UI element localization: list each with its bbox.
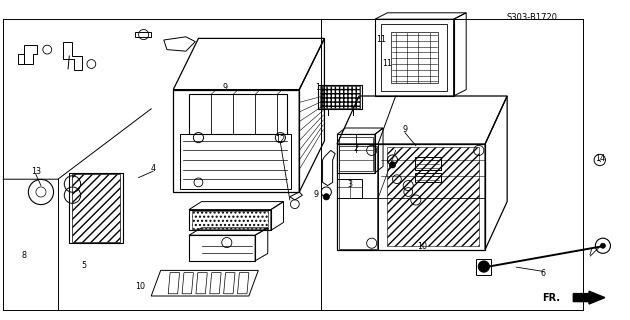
Text: 2: 2 xyxy=(353,144,358,153)
Text: 7: 7 xyxy=(588,248,593,257)
Text: 5: 5 xyxy=(81,261,86,270)
Text: FR.: FR. xyxy=(542,292,560,303)
Text: 11: 11 xyxy=(382,59,392,68)
Text: 13: 13 xyxy=(31,167,41,176)
Text: 11: 11 xyxy=(376,36,386,44)
Bar xyxy=(387,147,479,246)
Text: 9: 9 xyxy=(403,125,408,134)
Bar xyxy=(339,137,373,171)
Text: 10: 10 xyxy=(417,242,427,251)
Circle shape xyxy=(389,162,396,168)
Text: 3: 3 xyxy=(347,180,352,189)
Text: 4: 4 xyxy=(151,164,156,173)
Bar xyxy=(192,211,268,229)
FancyArrow shape xyxy=(573,291,605,304)
Circle shape xyxy=(323,194,329,200)
Text: 6: 6 xyxy=(541,269,546,278)
Circle shape xyxy=(478,261,490,272)
Text: S303-B1720: S303-B1720 xyxy=(507,13,558,22)
Text: 10: 10 xyxy=(135,282,145,291)
Bar xyxy=(72,174,120,242)
Bar xyxy=(320,86,360,108)
Text: 9: 9 xyxy=(314,190,319,199)
Bar xyxy=(69,173,123,243)
Text: 14: 14 xyxy=(595,154,605,163)
Text: 1: 1 xyxy=(316,84,321,92)
Text: 12: 12 xyxy=(275,135,285,144)
Text: 8: 8 xyxy=(21,252,26,260)
Circle shape xyxy=(600,243,605,248)
Text: 9: 9 xyxy=(223,84,228,92)
